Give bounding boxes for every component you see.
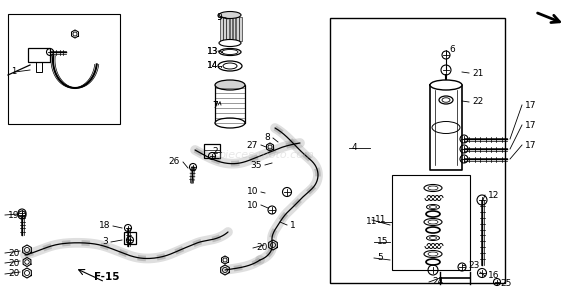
Text: 7: 7 bbox=[212, 100, 218, 109]
Text: 22: 22 bbox=[472, 97, 483, 106]
Text: 19: 19 bbox=[8, 210, 20, 220]
Text: 4: 4 bbox=[352, 144, 358, 153]
Text: 24: 24 bbox=[432, 277, 444, 286]
Text: 13: 13 bbox=[207, 46, 218, 55]
Text: 11: 11 bbox=[365, 218, 377, 226]
Text: 14: 14 bbox=[207, 61, 218, 71]
Text: 9: 9 bbox=[216, 13, 222, 23]
Text: 35: 35 bbox=[251, 161, 262, 170]
Text: 10: 10 bbox=[247, 187, 258, 196]
Text: 1: 1 bbox=[11, 68, 16, 77]
Ellipse shape bbox=[427, 235, 439, 240]
Bar bbox=[226, 17, 229, 41]
Text: 5: 5 bbox=[377, 254, 383, 263]
Bar bbox=[8, 14, 120, 124]
Text: F-15: F-15 bbox=[94, 272, 120, 282]
Text: 8: 8 bbox=[264, 134, 270, 142]
Ellipse shape bbox=[424, 251, 442, 257]
Bar bbox=[204, 144, 220, 158]
Text: pieces-moto.com: pieces-moto.com bbox=[218, 150, 314, 160]
Bar bbox=[330, 18, 505, 283]
Ellipse shape bbox=[424, 184, 442, 192]
Bar bbox=[124, 232, 136, 244]
Text: 6: 6 bbox=[449, 46, 455, 55]
Text: 20: 20 bbox=[8, 269, 19, 279]
Text: 20: 20 bbox=[8, 258, 19, 268]
Text: 26: 26 bbox=[168, 158, 180, 167]
Text: 17: 17 bbox=[525, 120, 537, 130]
Text: 9: 9 bbox=[216, 13, 222, 21]
Bar bbox=[236, 17, 239, 41]
Ellipse shape bbox=[430, 80, 462, 90]
Text: 25: 25 bbox=[500, 280, 511, 288]
Ellipse shape bbox=[427, 204, 439, 209]
Text: 17: 17 bbox=[525, 140, 537, 150]
Bar bbox=[28, 48, 50, 62]
Ellipse shape bbox=[215, 80, 245, 90]
Text: 11: 11 bbox=[375, 215, 387, 224]
Ellipse shape bbox=[219, 12, 241, 18]
Text: 3: 3 bbox=[102, 238, 108, 246]
Text: 12: 12 bbox=[488, 190, 499, 199]
Bar bbox=[223, 17, 226, 41]
Ellipse shape bbox=[219, 40, 241, 46]
Bar bbox=[215, 85, 245, 123]
Text: 16: 16 bbox=[488, 271, 500, 280]
Text: 1: 1 bbox=[290, 221, 296, 229]
Text: 20: 20 bbox=[8, 249, 19, 257]
Bar bbox=[220, 17, 222, 41]
Text: 14: 14 bbox=[207, 61, 218, 71]
Ellipse shape bbox=[215, 118, 245, 128]
Text: 21: 21 bbox=[472, 69, 483, 77]
Bar bbox=[230, 17, 232, 41]
Text: 23: 23 bbox=[468, 260, 479, 269]
Ellipse shape bbox=[424, 218, 442, 226]
Bar bbox=[392, 175, 470, 270]
Text: 13: 13 bbox=[207, 47, 218, 57]
Bar bbox=[36, 62, 42, 72]
Text: 27: 27 bbox=[247, 140, 258, 150]
Text: 17: 17 bbox=[525, 100, 537, 109]
Text: 7: 7 bbox=[212, 100, 218, 109]
Bar bbox=[239, 17, 241, 41]
Text: 20: 20 bbox=[256, 243, 267, 252]
Ellipse shape bbox=[218, 61, 242, 71]
Text: 10: 10 bbox=[247, 201, 258, 209]
Text: 15: 15 bbox=[377, 238, 389, 246]
Text: 2: 2 bbox=[212, 148, 218, 156]
Bar bbox=[233, 17, 235, 41]
Text: 18: 18 bbox=[98, 221, 110, 230]
